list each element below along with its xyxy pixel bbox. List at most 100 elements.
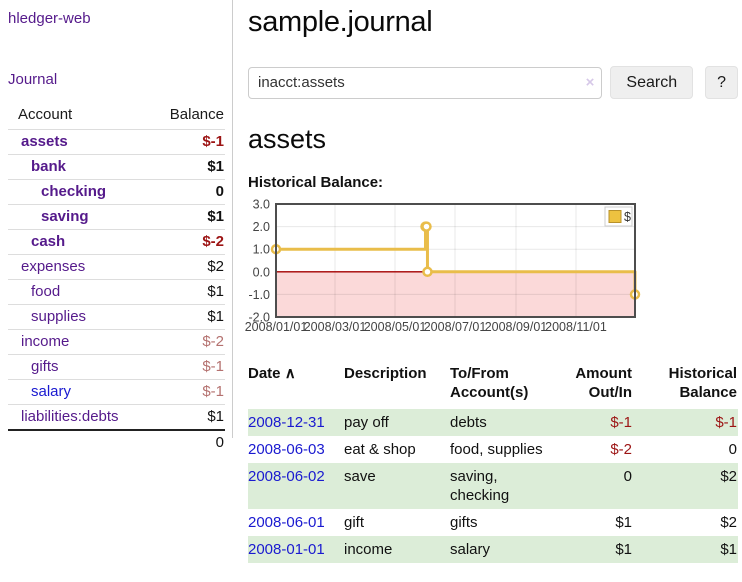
register-col-accounts: To/From Account(s) — [450, 365, 529, 401]
register-row: 2008-06-01 gift gifts $1 $2 — [248, 509, 738, 536]
account-balance: $1 — [152, 279, 225, 305]
y-tick-label: 0.0 — [253, 265, 270, 279]
account-link-bank[interactable]: bank — [31, 158, 67, 175]
y-tick-label: 3.0 — [253, 198, 270, 212]
register-date-link[interactable]: 2008-06-03 — [248, 441, 325, 458]
account-row: bank $1 — [8, 154, 225, 180]
search-input[interactable] — [248, 66, 603, 99]
register-row: 2008-01-01 income salary $1 $1 — [248, 536, 738, 563]
account-link-income[interactable]: income — [21, 333, 70, 350]
account-heading: assets — [248, 124, 327, 154]
search-button[interactable]: Search — [610, 66, 694, 99]
legend-label: $ — [624, 210, 631, 224]
x-tick-label: 2008/03/01 — [304, 320, 367, 334]
y-tick-label: -2.0 — [248, 311, 270, 325]
chart-label: Historical Balance: — [248, 174, 384, 191]
register-accounts: gifts — [450, 514, 478, 531]
account-link-supplies[interactable]: supplies — [31, 308, 87, 325]
register-col-amount: Amount Out/In — [575, 365, 632, 401]
register-accounts: debts — [450, 414, 487, 431]
register-amount: $1 — [615, 514, 632, 531]
register-amount: $1 — [615, 541, 632, 558]
register-table: Date ∧ Description To/From Account(s) Am… — [248, 361, 738, 563]
account-link-expenses[interactable]: expenses — [21, 258, 86, 275]
register-date-link[interactable]: 2008-01-01 — [248, 541, 325, 558]
register-amount: $-1 — [610, 414, 632, 431]
register-date-cell: 2008-06-02 — [248, 463, 344, 509]
register-date-cell: 2008-06-01 — [248, 509, 344, 536]
account-link-gifts[interactable]: gifts — [31, 358, 59, 375]
sort-asc-icon: ∧ — [284, 365, 296, 382]
register-date-link[interactable]: 2008-06-01 — [248, 514, 325, 531]
register-description: save — [344, 468, 376, 485]
account-link-salary[interactable]: salary — [31, 383, 72, 400]
account-balance: 0 — [152, 179, 225, 205]
register-balance: $1 — [720, 541, 737, 558]
register-date-cell: 2008-12-31 — [248, 409, 344, 436]
register-balance: $2 — [720, 514, 737, 531]
account-row: salary $-1 — [8, 379, 225, 405]
account-link-cash[interactable]: cash — [31, 233, 66, 250]
x-tick-label: 2008/07/01 — [424, 320, 487, 334]
register-accounts: food, supplies — [450, 441, 543, 458]
register-date-link[interactable]: 2008-06-02 — [248, 468, 325, 485]
chart-legend: $ — [604, 206, 633, 227]
account-link-checking[interactable]: checking — [41, 183, 107, 200]
clear-search-icon[interactable]: × — [585, 73, 595, 91]
register-row: 2008-06-02 save saving, checking 0 $2 — [248, 463, 738, 509]
sidebar-item-journal[interactable]: Journal — [8, 71, 58, 88]
balance-chart-svg: $3.0 2.0 1.0 0.0 -1.0 -2.02008/01/012008/03/0… — [245, 198, 641, 334]
register-balance: $-1 — [715, 414, 737, 431]
register-accounts: salary — [450, 541, 491, 558]
account-row: liabilities:debts $1 — [8, 404, 225, 430]
accounts-col-balance: Balance — [169, 106, 224, 123]
account-link-assets[interactable]: assets — [21, 133, 68, 150]
y-tick-label: -1.0 — [248, 288, 270, 302]
register-amount: $-2 — [610, 441, 632, 458]
account-balance: $-1 — [152, 379, 225, 405]
account-balance: $2 — [152, 254, 225, 280]
register-row: 2008-06-03 eat & shop food, supplies $-2 0 — [248, 436, 738, 463]
register-accounts: saving, checking — [450, 468, 510, 504]
x-tick-label: 2008/09/01 — [485, 320, 548, 334]
account-row: expenses $2 — [8, 254, 225, 280]
x-tick-label: 2008/05/01 — [364, 320, 427, 334]
account-balance: $1 — [152, 204, 225, 230]
account-link-saving[interactable]: saving — [41, 208, 89, 225]
register-balance: 0 — [728, 441, 737, 458]
main-panel: sample.journal × Search ? assets Histori… — [245, 0, 738, 563]
help-button[interactable]: ? — [705, 66, 738, 99]
data-point-marker — [422, 266, 433, 278]
account-balance: $-1 — [152, 354, 225, 380]
legend-swatch — [608, 210, 622, 223]
sidebar: hledger-web Journal Account Balance asse… — [0, 0, 233, 455]
register-date-link[interactable]: 2008-12-31 — [248, 414, 325, 431]
historical-balance-chart: $3.0 2.0 1.0 0.0 -1.0 -2.0 2008/01/01 2008/03/0… — [245, 198, 738, 334]
register-col-date[interactable]: Date ∧ — [248, 365, 296, 382]
account-link-food[interactable]: food — [31, 283, 61, 300]
search-row: × Search ? — [248, 66, 738, 99]
app-title-link[interactable]: hledger-web — [8, 10, 91, 27]
register-amount: 0 — [623, 468, 632, 485]
account-row: food $1 — [8, 279, 225, 305]
account-balance: $1 — [152, 404, 225, 430]
negative-region — [276, 271, 635, 317]
register-description: eat & shop — [344, 441, 416, 458]
account-balance: $1 — [152, 154, 225, 180]
accounts-total-row: 0 — [8, 429, 225, 455]
account-link-liabilities-debts[interactable]: liabilities:debts — [21, 408, 119, 425]
account-row: checking 0 — [8, 179, 225, 205]
register-date-cell: 2008-01-01 — [248, 536, 344, 563]
data-point-marker — [421, 221, 432, 232]
search-input-wrap: × — [248, 66, 603, 99]
account-balance: $1 — [152, 304, 225, 330]
account-rows: assets $-1 bank $1 checking 0 saving $1 cash $-2 e… — [8, 129, 225, 430]
account-balance: $-2 — [152, 229, 225, 255]
x-tick-label: 2008/01/01 — [245, 320, 308, 334]
register-col-balance: Historical Balance — [668, 365, 737, 401]
register-header-row: Date ∧ Description To/From Account(s) Am… — [248, 361, 738, 409]
register-rows: 2008-12-31 pay off debts $-1 $-1 2008-06-03 ea… — [248, 409, 738, 563]
page-title: sample.journal — [248, 6, 433, 38]
register-date-cell: 2008-06-03 — [248, 436, 344, 463]
account-row: assets $-1 — [8, 129, 225, 155]
